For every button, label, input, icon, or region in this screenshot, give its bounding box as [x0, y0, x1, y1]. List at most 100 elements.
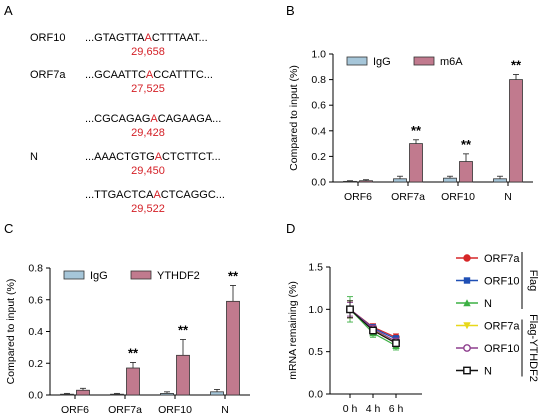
y-tick-label: 0.2	[28, 358, 43, 370]
y-tick-label: 1.0	[308, 304, 323, 316]
panel-letter-c: C	[4, 221, 13, 236]
panel-d: D 0.0 0.5 1.0 1.5 0 h 4 h 6 h mRNA remaining (%…	[286, 221, 539, 415]
sequence-2: ...CGCAGAGACAGAAGA...	[85, 113, 221, 125]
y-tick-label: 0.5	[308, 346, 323, 358]
data-point	[346, 305, 354, 314]
sequence-post: CCATTTC...	[153, 69, 213, 81]
sequence-pre: ...AAACTGTG	[85, 151, 155, 163]
y-tick-label: 0.4	[28, 326, 43, 338]
seq-label-3: N	[30, 151, 38, 163]
y-tick-label: 0.0	[308, 389, 323, 401]
x-tick-label: ORF7a	[391, 191, 425, 203]
sequence-4: ...TTGACTCAACTCAGGC...	[85, 189, 225, 201]
panel-a: A ORF10 ...GTAGTTAACTTTAAT...29,658ORF7a.…	[4, 3, 225, 215]
sequence-post: CTTTAAT...	[152, 32, 208, 44]
y-tick-label: 0.6	[28, 294, 43, 306]
site-position-1: 27,525	[131, 83, 165, 95]
bar-igg	[343, 180, 357, 183]
seq-label-1: ORF7a	[30, 69, 66, 81]
significance-marker: **	[178, 322, 189, 337]
bar-ythdf2	[226, 300, 240, 396]
sequence-post: CAGAAGA...	[158, 113, 222, 125]
x-tick-label: N	[504, 191, 512, 203]
bar-igg	[393, 178, 407, 183]
x-tick-label: ORF10	[441, 191, 475, 203]
legend-marker	[463, 322, 471, 330]
y-axis-label: Compared to input (%)	[288, 65, 300, 171]
y-tick-label: 0.0	[311, 177, 326, 189]
sequence-pre: ...GCAATTC	[85, 69, 146, 81]
x-tick-label: ORF10	[158, 404, 192, 416]
y-tick-label: 0.8	[311, 74, 326, 86]
significance-marker: **	[228, 268, 239, 283]
bar-m6a	[509, 79, 523, 183]
site-position-0: 29,658	[131, 46, 165, 58]
x-tick-label: 6 h	[389, 403, 404, 415]
panel-c: C 0.0 0.2 0.4 0.6 0.8 ORF6 ORF7a ** ORF10 ** N ** Co…	[4, 221, 250, 416]
sequence-pre: ...GTAGTTA	[85, 32, 145, 44]
y-tick-label: 0.6	[311, 100, 326, 112]
bar-ythdf2	[176, 354, 190, 396]
data-point	[392, 339, 400, 348]
panel-letter-b: B	[286, 3, 295, 18]
significance-marker: **	[461, 137, 472, 152]
y-tick-label: 0.4	[311, 125, 326, 137]
group-label-flag-ythdf2: Flag-YTHDF2	[527, 314, 539, 382]
site-position-3: 29,450	[131, 165, 165, 177]
bar-igg	[443, 177, 457, 183]
x-tick-label: ORF6	[61, 404, 89, 416]
bar-igg	[60, 393, 74, 396]
y-tick-label: 0.8	[28, 263, 43, 275]
legend-marker	[463, 344, 471, 352]
legend-swatch-m6a	[413, 56, 435, 66]
legend-label: ORF10	[484, 343, 519, 355]
sequence-post: CTCAGGC...	[161, 189, 225, 201]
bar-m6a	[409, 143, 423, 183]
panel-letter-a: A	[4, 3, 13, 18]
legend-marker	[463, 277, 471, 284]
seq-label-0: ORF10	[30, 32, 65, 44]
legend-label: ORF10	[484, 276, 519, 288]
site-position-2: 29,428	[131, 127, 165, 139]
legend-label-m6a: m6A	[440, 56, 463, 68]
legend-label-ythdf2: YTHDF2	[157, 270, 200, 282]
bar-ythdf2	[126, 367, 140, 396]
x-tick-label: N	[221, 404, 229, 416]
y-tick-label: 0.0	[28, 390, 43, 402]
legend-swatch-igg	[63, 270, 85, 280]
legend-swatch-ythdf2	[130, 270, 152, 280]
panel-letter-d: D	[286, 221, 295, 236]
legend-label: ORF7a	[484, 321, 520, 333]
sequence-1: ...GCAATTCACCATTTC...	[85, 69, 213, 81]
significance-marker: **	[511, 57, 522, 72]
bar-igg	[110, 393, 124, 396]
legend-label: ORF7a	[484, 253, 520, 265]
y-tick-label: 1.0	[311, 49, 326, 61]
data-point	[369, 326, 377, 335]
legend-marker	[463, 366, 471, 375]
x-tick-label: 0 h	[343, 403, 358, 415]
x-tick-label: ORF6	[344, 191, 372, 203]
y-tick-label: 1.5	[308, 262, 323, 274]
bar-m6a	[459, 161, 473, 183]
bar-m6a	[359, 180, 373, 183]
bar-ythdf2	[76, 389, 90, 396]
sequence-m6a-site: A	[153, 189, 161, 201]
legend-marker	[463, 254, 471, 262]
significance-marker: **	[128, 345, 139, 360]
bar-igg	[493, 178, 507, 183]
legend-label-igg: IgG	[373, 56, 391, 68]
panel-b: B 0.0 0.2 0.4 0.6 0.8 1.0 ORF6 ORF7a ** ORF10 ** N *…	[286, 3, 533, 203]
legend-label-igg: IgG	[90, 270, 108, 282]
sequence-post: CTCTTCT...	[162, 151, 221, 163]
significance-marker: **	[411, 123, 422, 138]
legend-label: N	[484, 366, 492, 378]
legend-swatch-igg	[346, 56, 368, 66]
sequence-m6a-site: A	[144, 32, 152, 44]
y-axis-label: Compared to input (%)	[5, 279, 17, 385]
y-tick-label: 0.2	[311, 151, 326, 163]
series-flag-ythdf2-n	[346, 300, 400, 348]
group-label-flag: Flag	[527, 270, 539, 291]
y-axis-label: mRNA remaining (%)	[287, 281, 299, 380]
